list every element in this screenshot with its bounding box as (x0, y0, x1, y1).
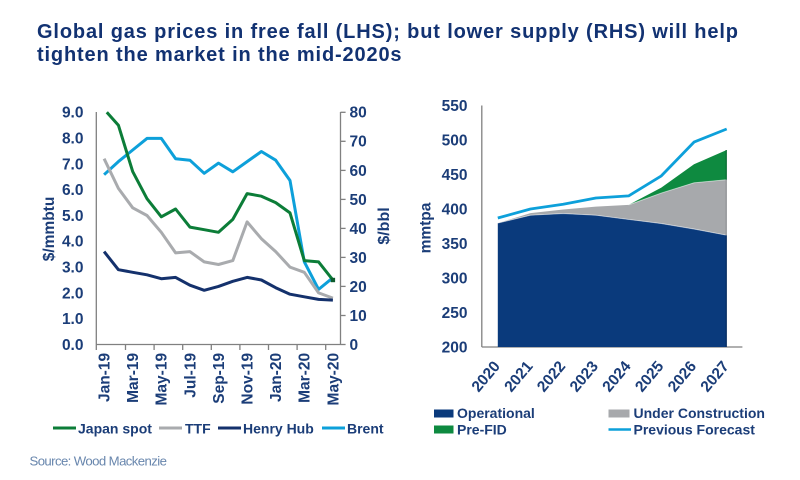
svg-text:2025: 2025 (632, 358, 667, 396)
svg-text:5.0: 5.0 (62, 208, 84, 225)
svg-text:Pre-FID: Pre-FID (457, 422, 507, 438)
svg-text:0.0: 0.0 (62, 337, 84, 354)
svg-text:500: 500 (442, 132, 468, 149)
svg-text:250: 250 (442, 305, 468, 322)
svg-text:TTF: TTF (185, 421, 211, 437)
svg-text:mmtpa: mmtpa (418, 202, 435, 253)
svg-text:2026: 2026 (665, 358, 700, 396)
svg-text:Jan-19: Jan-19 (97, 353, 114, 402)
svg-text:$/bbl: $/bbl (376, 207, 393, 244)
svg-text:50: 50 (350, 192, 367, 209)
svg-text:Nov-19: Nov-19 (240, 353, 257, 405)
svg-text:8.0: 8.0 (62, 131, 84, 148)
svg-text:Mar-20: Mar-20 (297, 353, 314, 403)
svg-text:4.0: 4.0 (62, 234, 84, 251)
svg-text:Mar-19: Mar-19 (125, 353, 142, 403)
svg-text:9.0: 9.0 (62, 105, 84, 122)
svg-text:May-20: May-20 (325, 353, 342, 406)
svg-text:450: 450 (442, 167, 468, 184)
svg-text:60: 60 (350, 163, 367, 180)
svg-text:Global gas prices in free fall: Global gas prices in free fall (LHS); bu… (37, 21, 739, 43)
svg-text:tighten the market in the mid-: tighten the market in the mid-2020s (37, 44, 402, 66)
svg-text:Operational: Operational (457, 405, 535, 421)
svg-text:Henry Hub: Henry Hub (243, 421, 314, 437)
svg-text:70: 70 (350, 134, 367, 151)
svg-text:10: 10 (350, 308, 367, 325)
svg-text:80: 80 (350, 105, 367, 122)
svg-text:2027: 2027 (698, 358, 733, 395)
svg-text:3.0: 3.0 (62, 260, 84, 277)
svg-text:Source: Wood Mackenzie: Source: Wood Mackenzie (30, 453, 167, 468)
svg-text:6.0: 6.0 (62, 182, 84, 199)
svg-text:400: 400 (442, 201, 468, 218)
svg-text:Jan-20: Jan-20 (268, 353, 285, 402)
svg-text:350: 350 (442, 236, 468, 253)
svg-text:2022: 2022 (534, 358, 569, 395)
svg-text:2021: 2021 (501, 358, 536, 396)
svg-text:300: 300 (442, 270, 468, 287)
svg-text:0: 0 (350, 337, 359, 354)
svg-text:$/mmbtu: $/mmbtu (41, 197, 58, 262)
svg-text:30: 30 (350, 250, 367, 267)
svg-text:550: 550 (442, 98, 468, 115)
svg-text:Jul-19: Jul-19 (182, 353, 199, 398)
svg-text:1.0: 1.0 (62, 311, 84, 328)
svg-text:200: 200 (442, 339, 468, 356)
svg-text:Previous Forecast: Previous Forecast (634, 422, 756, 438)
svg-text:Brent: Brent (347, 421, 384, 437)
svg-text:2.0: 2.0 (62, 285, 84, 302)
svg-text:Japan spot: Japan spot (78, 421, 152, 437)
svg-text:Under Construction: Under Construction (634, 405, 765, 421)
svg-text:40: 40 (350, 221, 367, 238)
svg-text:2020: 2020 (469, 358, 504, 395)
svg-text:May-19: May-19 (154, 353, 171, 406)
svg-text:2023: 2023 (567, 358, 602, 396)
svg-text:Sep-19: Sep-19 (211, 353, 228, 404)
svg-text:2024: 2024 (599, 358, 634, 396)
svg-text:20: 20 (350, 279, 367, 296)
svg-text:7.0: 7.0 (62, 156, 84, 173)
